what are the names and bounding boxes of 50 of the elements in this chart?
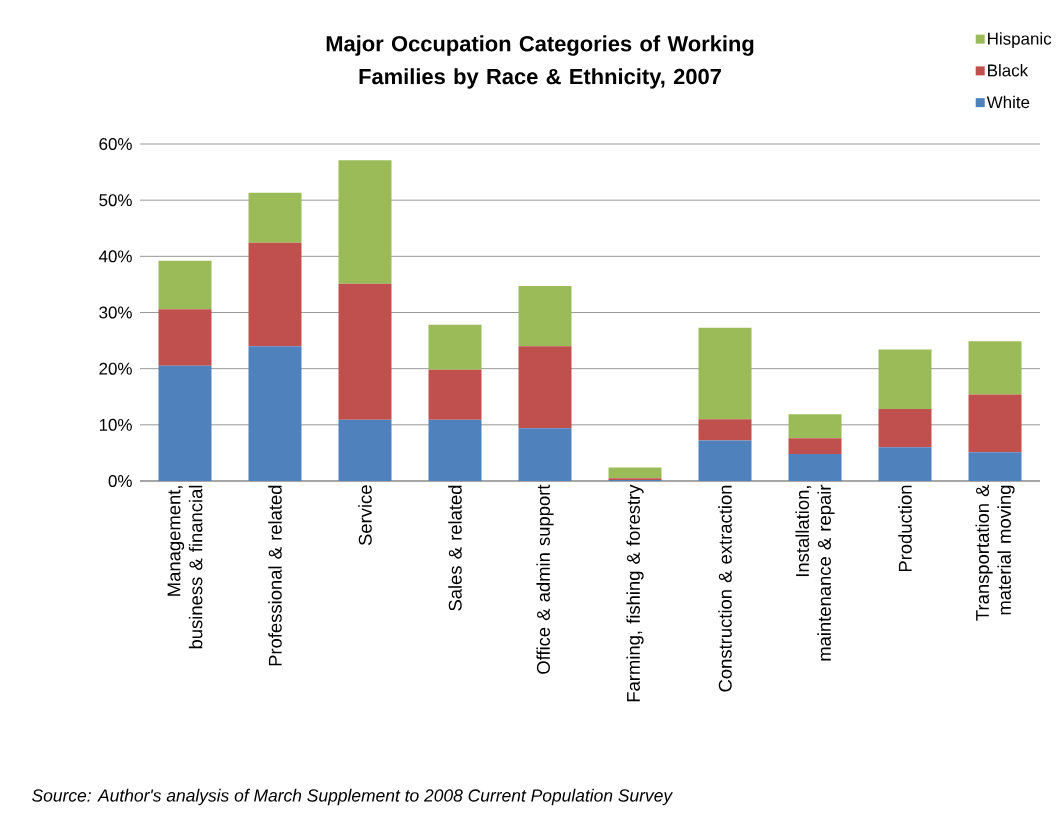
bar xyxy=(608,467,662,479)
x-tick-label: Production xyxy=(898,485,912,572)
bar xyxy=(788,414,842,439)
bar xyxy=(518,428,572,481)
x-tick-label: Transportation & material moving xyxy=(975,484,1015,621)
legend-label: White xyxy=(986,95,1030,109)
bar xyxy=(878,409,932,448)
bar xyxy=(518,286,572,347)
bar xyxy=(518,346,572,429)
legend-label: Black xyxy=(988,64,1029,77)
y-tick-label: 60% xyxy=(99,138,132,150)
bar xyxy=(428,324,482,370)
bar xyxy=(158,365,212,481)
bar xyxy=(338,160,392,284)
bar xyxy=(878,447,932,481)
y-tick-label: 0% xyxy=(108,475,132,487)
bar xyxy=(968,452,1022,481)
x-tick-label: Farming, fishing & forestry xyxy=(626,484,644,702)
bar xyxy=(428,419,482,481)
bar xyxy=(338,419,392,481)
bar xyxy=(158,260,212,310)
bar xyxy=(158,309,212,366)
bar xyxy=(248,346,302,481)
bar xyxy=(428,369,482,420)
x-tick-label: Management, business & financial xyxy=(167,485,203,649)
y-tick-label: 40% xyxy=(98,250,132,263)
y-tick-label: 50% xyxy=(99,194,132,207)
bar xyxy=(698,440,752,481)
bar xyxy=(248,242,302,347)
x-tick-label: Service xyxy=(358,485,372,546)
x-tick-label: Construction & extraction xyxy=(718,485,732,692)
legend-label: Hispanic xyxy=(988,32,1052,49)
x-tick-label: Installation, maintenance & repair xyxy=(795,484,835,661)
bar xyxy=(878,349,932,410)
bar xyxy=(248,192,302,243)
x-tick-label: Sales & related xyxy=(448,485,462,611)
y-tick-label: 10% xyxy=(99,418,132,431)
bar xyxy=(698,327,752,420)
x-tick-label: Office & admin support xyxy=(536,484,554,674)
y-tick-label: 30% xyxy=(99,306,132,319)
x-tick-label: Professional & related xyxy=(268,485,282,666)
y-tick-label: 20% xyxy=(99,362,132,375)
bar xyxy=(968,341,1022,395)
bar xyxy=(788,454,842,481)
bar xyxy=(698,419,752,441)
chart-title: Major Occupation Categories of Working Families by Race & Ethnicity, 2007 xyxy=(326,35,754,89)
bar xyxy=(968,394,1022,453)
bar xyxy=(338,283,392,420)
bar xyxy=(788,438,842,455)
source-note: Source: Author's analysis of March Supplement to 2008 Current Population Survey xyxy=(32,788,673,806)
